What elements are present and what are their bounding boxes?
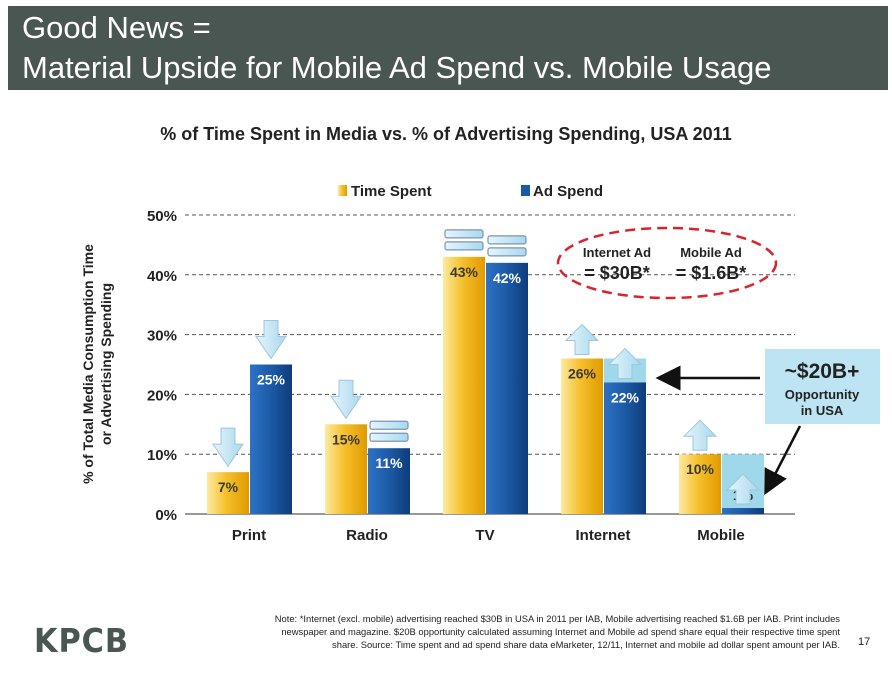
y-tick-label: 30% — [147, 328, 177, 345]
data-label-ad-spend-tv: 42% — [493, 270, 522, 286]
x-tick-label-internet: Internet — [575, 527, 630, 544]
footnote-line: newspaper and magazine. $20B opportunity… — [281, 626, 840, 637]
ad-up-arrow-mobile-icon — [725, 473, 761, 505]
footnote-line: share. Source: Time spent and ad spend s… — [332, 639, 840, 650]
opportunity-callout-box — [765, 349, 880, 424]
data-label-time-spent-mobile: 10% — [686, 461, 715, 477]
x-tick-label-mobile: Mobile — [697, 527, 745, 544]
bar-ad-spend-tv — [486, 262, 528, 514]
time-down-arrow-radio-icon — [330, 379, 362, 420]
y-axis-title-line2: or Advertising Spending — [98, 283, 114, 445]
bar-ad-spend-internet — [604, 382, 646, 514]
y-tick-label: 20% — [147, 387, 177, 404]
ad-equal-arrow-tv-icon-top — [487, 235, 527, 245]
data-label-time-spent-radio: 15% — [332, 431, 361, 447]
bar-ad-spend-radio — [368, 448, 410, 514]
footnote: Note: *Internet (excl. mobile) advertisi… — [150, 612, 840, 651]
data-label-time-spent-print: 7% — [218, 479, 239, 495]
data-label-ad-spend-internet: 22% — [611, 389, 640, 405]
data-label-time-spent-internet: 26% — [568, 366, 597, 382]
mobile-ad-value: = $1.6B* — [676, 263, 747, 283]
x-tick-label-print: Print — [232, 527, 266, 544]
bar-time-spent-tv — [443, 256, 485, 514]
page-number: 17 — [858, 636, 871, 648]
internet-ad-value: = $30B* — [584, 263, 650, 283]
x-tick-label-radio: Radio — [346, 527, 388, 544]
y-tick-label: 0% — [155, 507, 177, 524]
opportunity-callout-value: ~$20B+ — [785, 360, 860, 383]
bar-time-spent-mobile — [679, 454, 721, 514]
data-label-ad-spend-print: 25% — [257, 372, 286, 388]
data-label-ad-spend-radio: 11% — [375, 455, 403, 471]
ad-up-arrow-internet-icon — [607, 347, 643, 379]
mobile-ad-label: Mobile Ad — [680, 245, 742, 260]
bar-time-spent-internet — [561, 358, 603, 514]
legend-swatch-time-spent — [338, 185, 347, 196]
y-tick-label: 40% — [147, 268, 177, 285]
legend-label-time-spent: Time Spent — [351, 183, 432, 200]
ad-down-arrow-print-icon — [255, 320, 287, 360]
footnote-line: Note: *Internet (excl. mobile) advertisi… — [274, 613, 840, 624]
bar-ad-spend-print — [250, 364, 292, 514]
time-equal-arrow-tv-icon-top — [444, 229, 484, 239]
bar-time-spent-print — [207, 472, 249, 514]
ad-equal-arrow-tv-icon — [487, 247, 527, 257]
legend-swatch-ad-spend — [521, 185, 530, 196]
internet-ad-label: Internet Ad — [583, 245, 651, 260]
y-tick-label: 50% — [147, 208, 177, 225]
data-label-time-spent-tv: 43% — [450, 264, 479, 280]
time-up-arrow-internet-icon — [564, 323, 600, 356]
y-axis-title-line1: % of Total Media Consumption Time — [80, 244, 96, 484]
spend-annotation-ellipse — [556, 226, 778, 300]
ad-equal-arrow-radio-icon-top — [369, 420, 409, 430]
chart-title: % of Time Spent in Media vs. % of Advert… — [160, 124, 732, 144]
callout-pointer-mobile — [764, 425, 802, 496]
time-equal-arrow-tv-icon — [444, 241, 484, 251]
header-title-line1: Good News = — [22, 10, 211, 45]
header-banner: Good News = Material Upside for Mobile A… — [8, 6, 888, 90]
ad-equal-arrow-radio-icon — [369, 432, 409, 442]
time-up-arrow-mobile-icon — [682, 419, 718, 451]
kpcb-logo: KPCB — [34, 621, 129, 660]
x-tick-label-tv: TV — [475, 527, 494, 544]
bar-time-spent-radio — [325, 424, 367, 514]
bar-ad-spend-mobile — [722, 508, 764, 514]
y-tick-label: 10% — [147, 447, 177, 464]
header-title-line2: Material Upside for Mobile Ad Spend vs. … — [22, 50, 772, 85]
opportunity-callout-line3: in USA — [801, 403, 844, 418]
time-down-arrow-print-icon — [212, 427, 244, 468]
legend-label-ad-spend: Ad Spend — [533, 183, 603, 200]
opportunity-callout-line2: Opportunity — [785, 387, 860, 402]
